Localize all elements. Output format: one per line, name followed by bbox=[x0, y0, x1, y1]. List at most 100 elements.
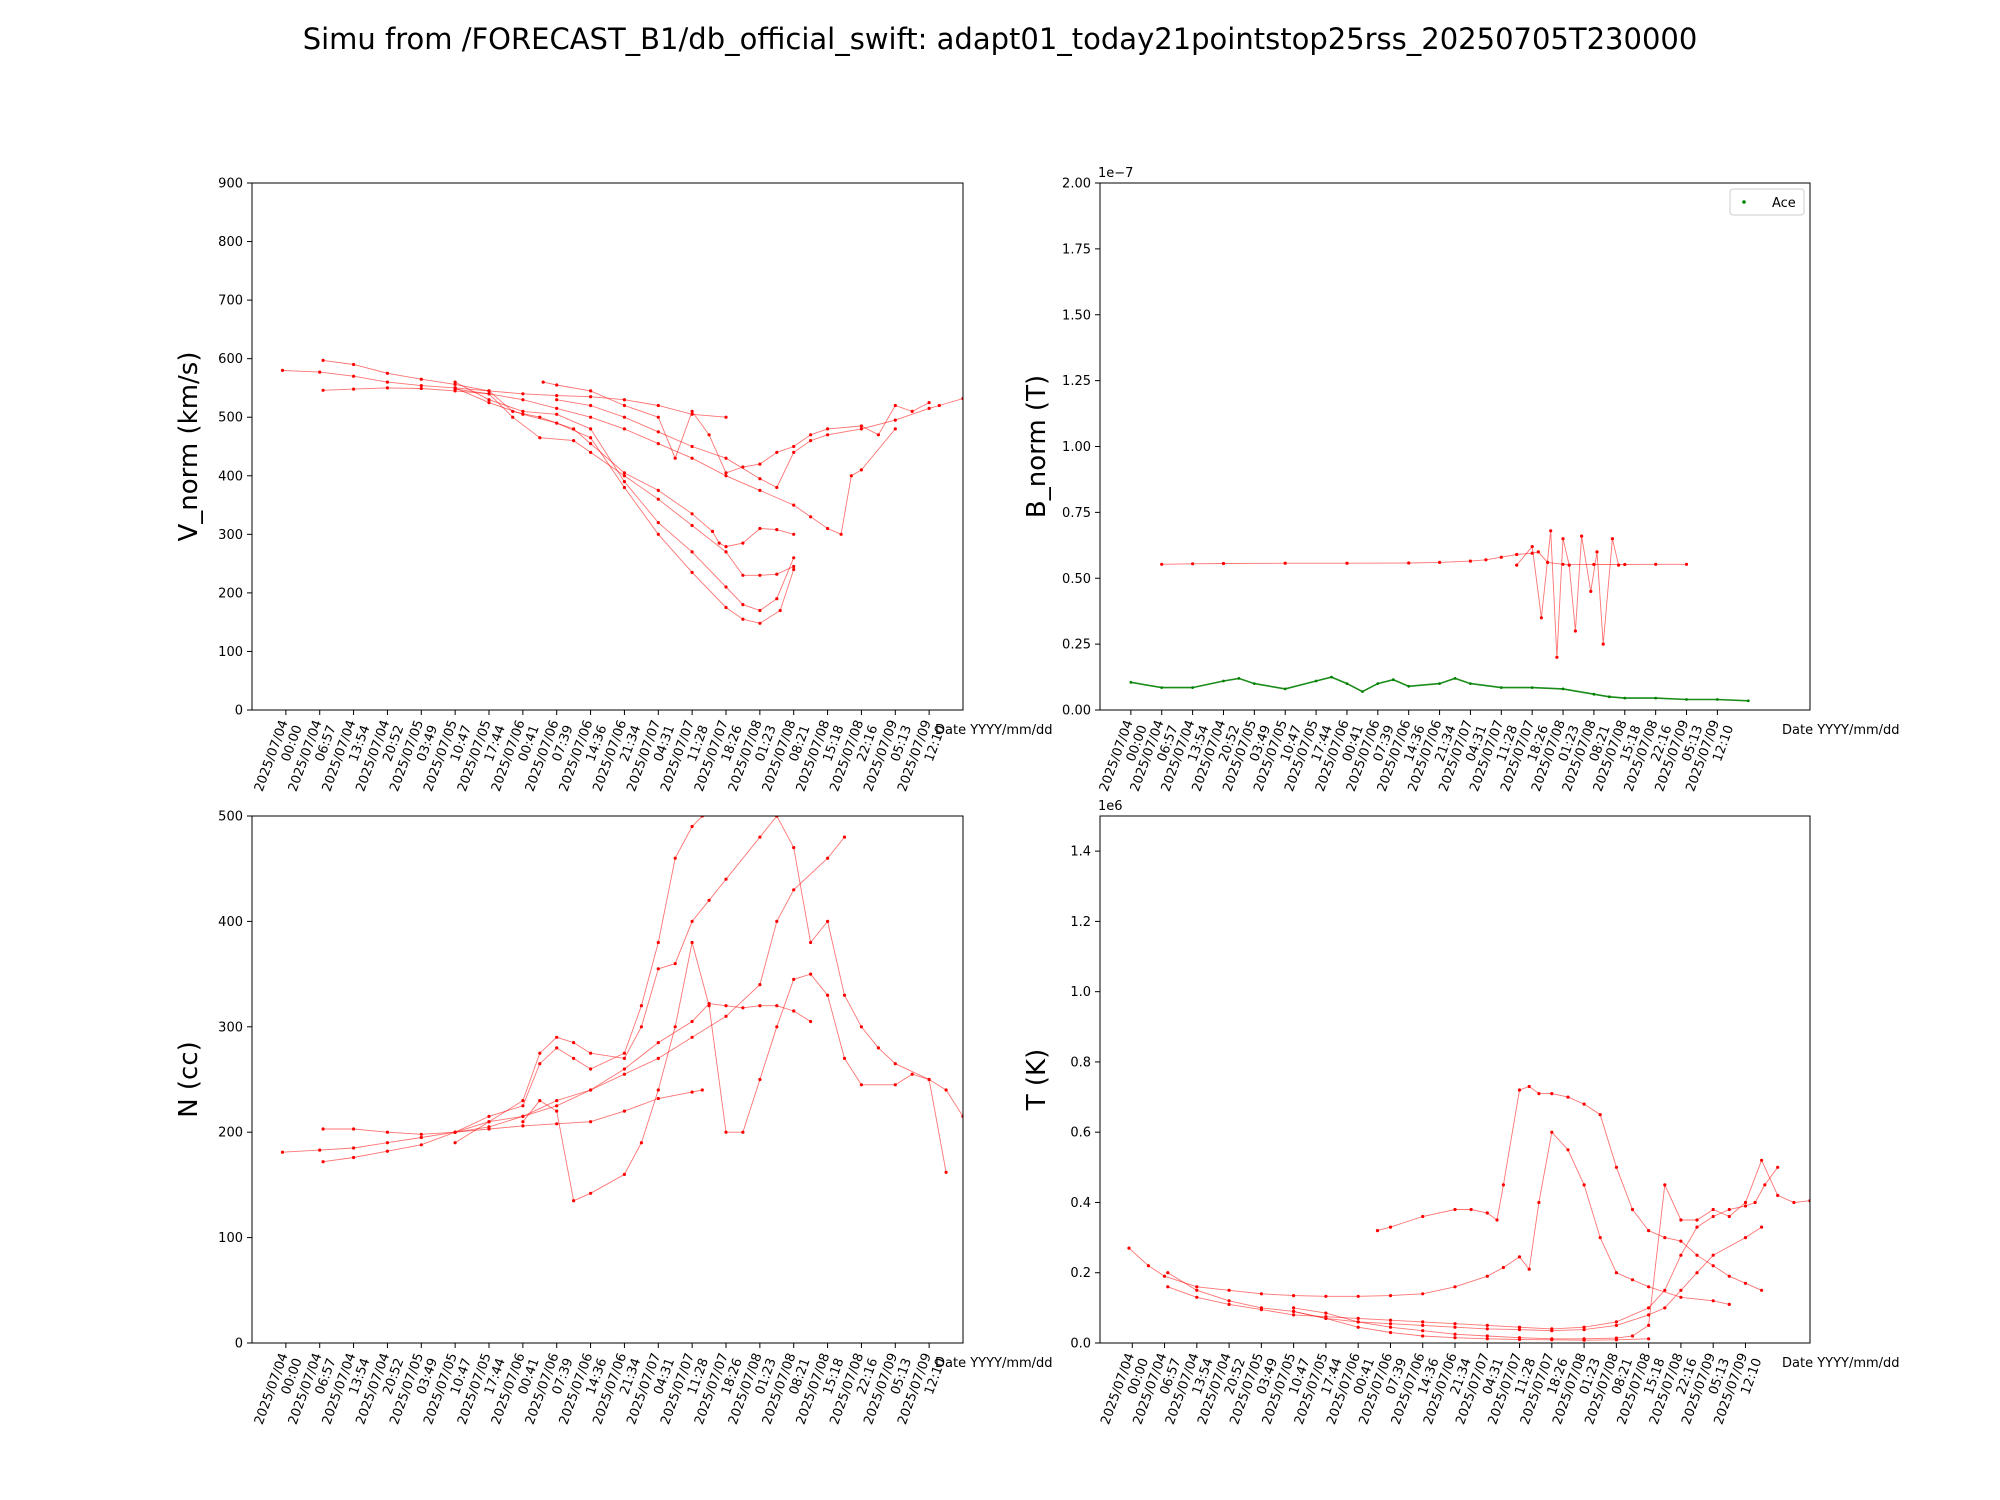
data-point bbox=[1582, 1102, 1586, 1106]
data-point bbox=[1598, 1236, 1602, 1240]
data-point bbox=[385, 1141, 389, 1145]
data-point bbox=[792, 1009, 796, 1013]
data-point bbox=[1485, 1337, 1489, 1341]
data-point bbox=[487, 1125, 491, 1129]
data-point bbox=[758, 526, 762, 531]
data-point bbox=[893, 1083, 897, 1087]
data-point bbox=[792, 450, 796, 454]
data-point bbox=[555, 383, 559, 387]
data-point bbox=[1610, 537, 1614, 541]
data-point bbox=[622, 427, 627, 431]
data-point bbox=[1776, 1165, 1780, 1169]
data-point bbox=[1595, 550, 1599, 554]
data-point bbox=[555, 398, 559, 402]
data-point bbox=[1582, 1338, 1586, 1342]
data-point bbox=[741, 573, 745, 577]
data-point bbox=[809, 433, 813, 437]
data-point bbox=[538, 436, 542, 440]
data-point bbox=[1222, 679, 1225, 683]
data-point bbox=[1695, 1271, 1699, 1275]
axis-exponent: 1e6 bbox=[1098, 799, 1123, 814]
data-point bbox=[1654, 562, 1658, 566]
data-point bbox=[1743, 1281, 1748, 1285]
data-point bbox=[321, 388, 325, 392]
data-point bbox=[622, 1172, 627, 1176]
data-point bbox=[741, 603, 745, 607]
data-point bbox=[1539, 616, 1543, 620]
data-point bbox=[656, 430, 660, 434]
data-point bbox=[700, 1088, 704, 1092]
y-tick-label: 2.00 bbox=[1062, 177, 1091, 192]
data-point bbox=[622, 471, 627, 475]
y-tick-label: 200 bbox=[218, 1126, 243, 1141]
data-point bbox=[1314, 679, 1318, 683]
data-point bbox=[1146, 1264, 1150, 1268]
data-point bbox=[690, 512, 694, 516]
data-point bbox=[724, 1004, 728, 1008]
data-point bbox=[487, 401, 491, 405]
data-point bbox=[724, 1130, 728, 1134]
data-point bbox=[1630, 1207, 1635, 1212]
y-tick-label: 700 bbox=[218, 294, 243, 309]
data-point bbox=[849, 474, 853, 478]
data-point bbox=[1160, 686, 1164, 689]
y-tick-label: 1.2 bbox=[1070, 915, 1091, 930]
data-point bbox=[1679, 1218, 1683, 1222]
data-point bbox=[690, 940, 694, 945]
data-point bbox=[1485, 1334, 1489, 1338]
data-point bbox=[1763, 1183, 1767, 1187]
data-point bbox=[1195, 1295, 1199, 1299]
temperature-panel: 0.00.20.40.60.81.01.21.41e62025/07/0400:… bbox=[1022, 799, 1900, 1427]
data-point bbox=[1537, 1200, 1541, 1205]
data-point bbox=[352, 362, 356, 367]
data-point bbox=[656, 488, 660, 492]
data-point bbox=[710, 529, 715, 534]
series-line bbox=[323, 836, 845, 1163]
data-point bbox=[656, 521, 660, 525]
data-point bbox=[1453, 677, 1457, 680]
data-point bbox=[775, 572, 779, 576]
y-tick-label: 1.25 bbox=[1062, 374, 1091, 389]
data-point bbox=[352, 1146, 356, 1150]
data-point bbox=[622, 1067, 627, 1071]
data-point bbox=[385, 380, 389, 384]
data-point bbox=[1127, 1246, 1131, 1250]
data-point bbox=[1630, 1334, 1635, 1338]
legend-marker bbox=[1742, 200, 1746, 204]
data-point bbox=[622, 480, 627, 484]
data-point bbox=[792, 556, 796, 560]
data-point bbox=[1530, 686, 1534, 689]
data-point bbox=[1663, 1183, 1667, 1187]
data-point bbox=[1527, 1084, 1531, 1089]
data-point bbox=[622, 474, 627, 478]
data-point bbox=[1727, 1207, 1731, 1212]
data-point bbox=[1421, 1214, 1425, 1219]
data-point bbox=[1727, 1274, 1731, 1278]
data-point bbox=[589, 389, 593, 393]
data-point bbox=[741, 1006, 745, 1010]
series-line bbox=[454, 387, 795, 624]
data-point bbox=[318, 370, 322, 374]
data-point bbox=[419, 384, 423, 388]
data-point bbox=[724, 415, 728, 419]
data-point bbox=[1647, 1337, 1651, 1341]
data-point bbox=[1283, 561, 1287, 565]
data-point bbox=[1711, 1299, 1715, 1303]
data-point bbox=[521, 1104, 525, 1108]
figure-title: Simu from /FORECAST_B1/db_official_swift… bbox=[302, 22, 1698, 56]
data-point bbox=[1527, 1267, 1531, 1271]
data-point bbox=[690, 409, 694, 413]
data-point bbox=[1227, 1299, 1231, 1303]
y-axis-label: N (cc) bbox=[174, 1041, 204, 1118]
data-point bbox=[724, 550, 728, 554]
data-point bbox=[724, 545, 728, 549]
x-axis-label: Date YYYY/mm/dd bbox=[1782, 1356, 1900, 1371]
data-point bbox=[809, 940, 813, 945]
data-point bbox=[724, 585, 728, 589]
data-point bbox=[487, 389, 491, 393]
data-point bbox=[1753, 1200, 1757, 1205]
data-point bbox=[1485, 1274, 1489, 1278]
data-point bbox=[1324, 1311, 1328, 1315]
data-point bbox=[453, 382, 457, 386]
